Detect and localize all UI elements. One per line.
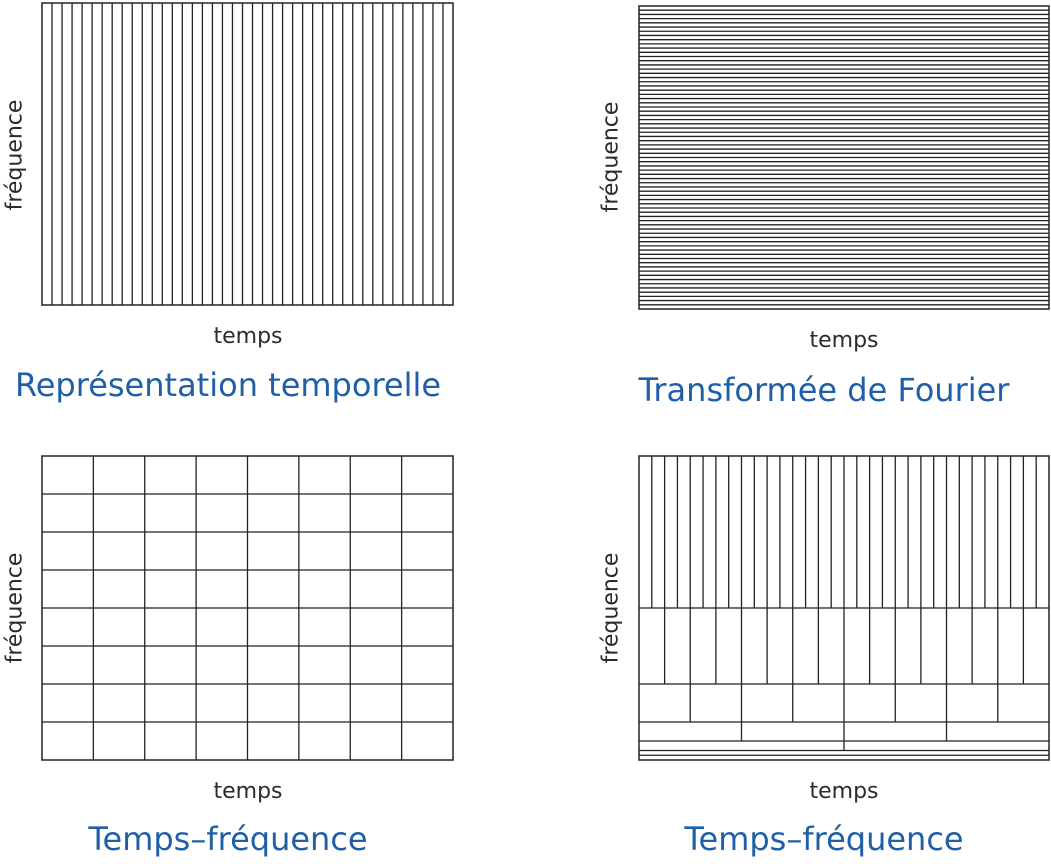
caption-wavelet: Temps–fréquence	[684, 820, 964, 858]
xlabel-fourier: temps	[809, 328, 879, 353]
tiling-stft	[41, 455, 454, 761]
caption-fourier: Transformée de Fourier	[638, 371, 1010, 409]
xlabel-wavelet: temps	[809, 779, 879, 804]
plot-frame	[41, 2, 454, 306]
caption-temporal: Représentation temporelle	[14, 366, 442, 404]
caption-stft: Temps–fréquence	[88, 820, 368, 858]
tiling-fourier	[638, 5, 1050, 310]
tiling-temporal	[41, 2, 454, 306]
panel-stft: fréquence temps Temps–fréquence	[0, 0, 525, 864]
panel-temporal: fréquence temps Représentation temporell…	[0, 0, 525, 430]
xlabel-temporal: temps	[213, 324, 283, 349]
panel-fourier: fréquence temps Transformée de Fourier	[0, 0, 1051, 430]
xlabel-stft: temps	[213, 779, 283, 804]
ylabel-wavelet: fréquence	[598, 552, 624, 664]
